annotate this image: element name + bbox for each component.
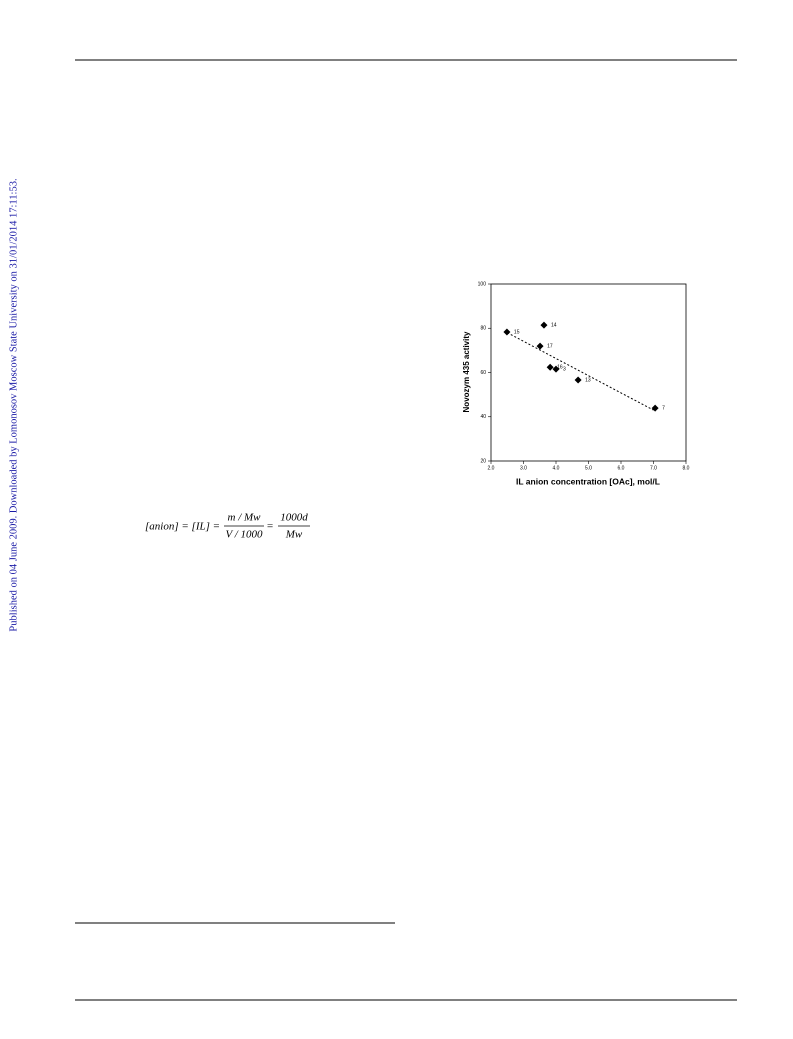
equation-denominator: V / 1000: [225, 529, 263, 541]
equation-left: [anion] = [IL] =: [145, 521, 220, 533]
point-label: 7: [662, 405, 665, 411]
x-tick-label: 7.0: [650, 465, 657, 471]
y-tick-label: 60: [480, 370, 486, 376]
point-label: 3: [563, 367, 566, 373]
y-tick-label: 80: [480, 326, 486, 332]
point: [552, 365, 560, 373]
equation-denominator: Mw: [285, 529, 303, 541]
point-label: 15: [514, 329, 520, 335]
x-tick-label: 6.0: [618, 465, 625, 471]
point-label: 17: [547, 343, 553, 349]
point: [536, 342, 544, 350]
y-tick-label: 40: [480, 414, 486, 420]
x-tick-label: 4.0: [553, 465, 560, 471]
point-label: 14: [551, 322, 557, 328]
x-tick-label: 5.0: [585, 465, 592, 471]
point: [574, 376, 582, 384]
y-tick-label: 20: [480, 458, 486, 464]
x-tick-label: 2.0: [488, 465, 495, 471]
point-label: 16: [557, 365, 563, 371]
equation-equals: =: [266, 521, 273, 533]
x-axis-label: IL anion concentration [OAc], mol/L: [516, 476, 660, 486]
x-tick-label: 8.0: [683, 465, 690, 471]
equation-numerator: 1000d: [280, 512, 308, 524]
x-tick-label: 3.0: [520, 465, 527, 471]
y-tick-label: 100: [478, 281, 487, 287]
plot-frame: [490, 283, 687, 462]
trendline: [507, 332, 654, 411]
point: [503, 328, 511, 336]
point-label: 13: [585, 377, 591, 383]
y-axis-label: Novozym 435 activity: [462, 331, 471, 412]
point: [651, 404, 659, 412]
side-note: Published on 04 June 2009. Downloaded by…: [8, 178, 19, 631]
point: [540, 321, 548, 329]
point: [546, 363, 554, 371]
equation-numerator: m / Mw: [228, 512, 262, 524]
